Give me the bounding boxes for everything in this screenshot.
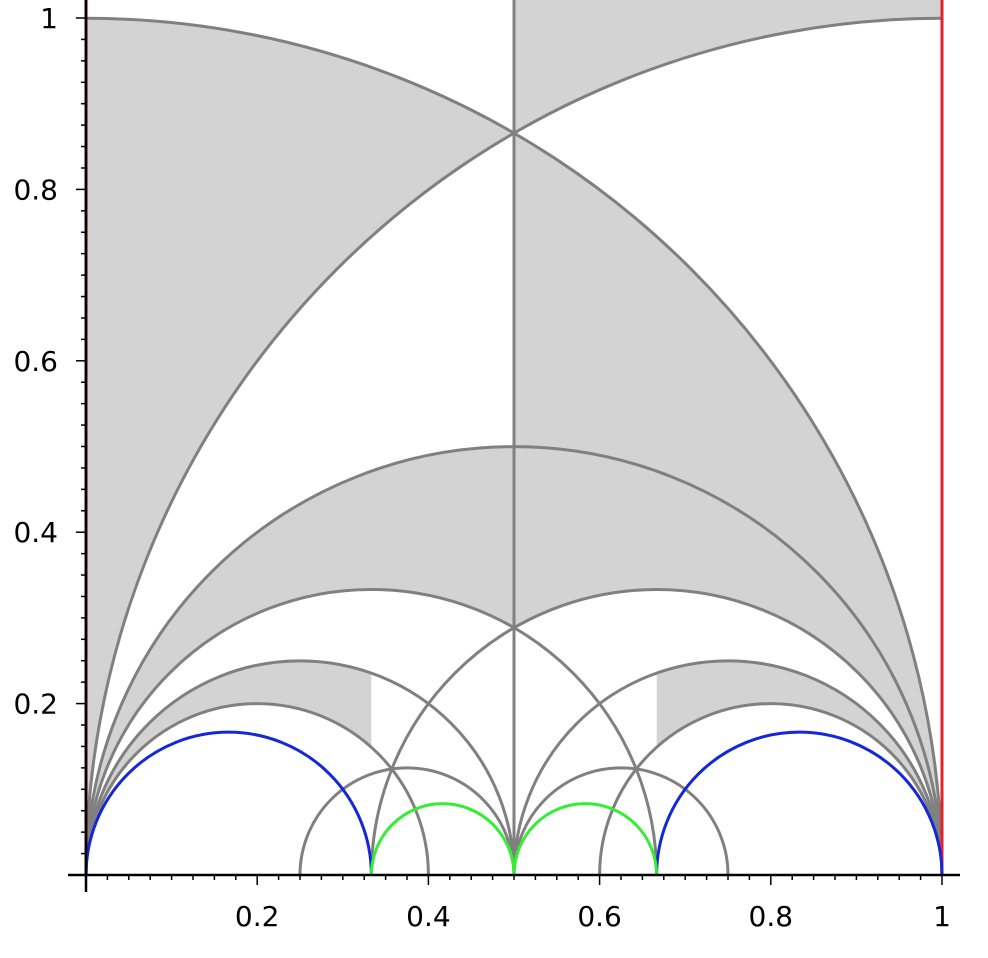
shaded-region-1 <box>514 0 942 133</box>
green-geodesics <box>369 802 659 876</box>
y-tick-label: 0.2 <box>13 688 58 721</box>
gray-arc-10 <box>512 766 730 875</box>
gray-arc-5 <box>86 659 516 875</box>
y-tick-label: 0.6 <box>13 345 58 378</box>
gray-arc-9 <box>298 766 516 875</box>
shaded-region-4 <box>514 446 942 875</box>
y-tick-label: 0.8 <box>13 173 58 206</box>
x-tick-label: 0.4 <box>406 900 451 933</box>
axis-tick-labels: 0.2 0.4 0.6 0.8 1 0.2 0.4 0.6 0.8 1 <box>13 2 950 933</box>
blue-arc-0 <box>84 730 373 876</box>
x-tick-label: 0.6 <box>577 900 622 933</box>
gray-arc-4 <box>369 587 943 875</box>
shaded-region-6 <box>656 660 942 875</box>
gray-arc-0 <box>86 16 943 875</box>
gray-arc-7 <box>86 702 430 875</box>
y-tick-label: 0.4 <box>13 516 58 549</box>
y-tick-label: 1 <box>40 2 58 35</box>
gray-arc-3 <box>86 587 659 875</box>
shaded-region-3 <box>86 446 514 875</box>
x-tick-label: 0.8 <box>749 900 794 933</box>
shaded-region-0 <box>86 18 514 875</box>
x-tick-label: 1 <box>933 900 951 933</box>
gray-arc-8 <box>598 702 943 875</box>
blue-geodesics <box>84 730 944 876</box>
axis-ticks <box>76 17 943 885</box>
gray-arc-6 <box>512 659 943 875</box>
blue-arc-1 <box>655 730 944 876</box>
shaded-region-5 <box>86 660 372 875</box>
x-tick-label: 0.2 <box>235 900 280 933</box>
green-arc-1 <box>512 802 659 876</box>
green-arc-0 <box>369 802 516 876</box>
